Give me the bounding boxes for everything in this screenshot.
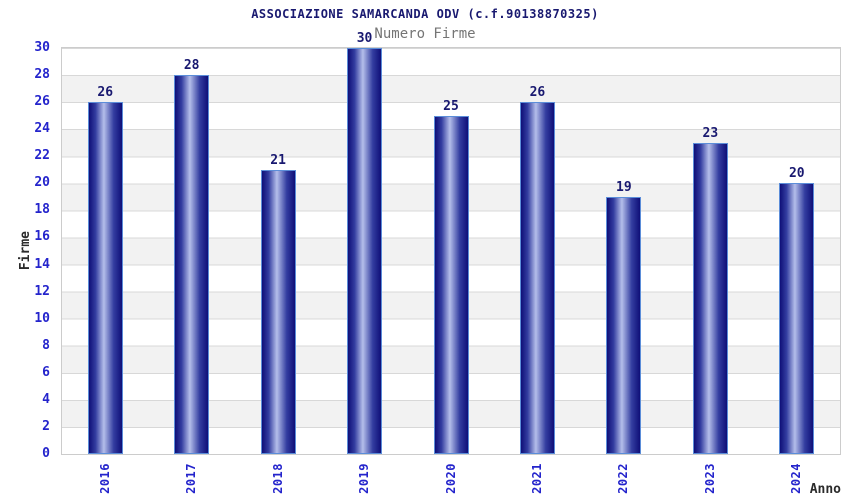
chart-subtitle: Numero Firme [374, 26, 476, 42]
x-tick-label: 2021 [529, 463, 544, 494]
bar-2016 [87, 102, 123, 454]
plot-area: 26 28 21 30 25 26 19 23 20 [61, 32, 841, 455]
bar-2018 [260, 169, 296, 454]
bar-value-label: 30 [356, 31, 373, 46]
bar-value-label: 19 [616, 179, 632, 195]
y-tick-label: 26 [34, 94, 50, 110]
x-axis-tick-labels: 2016 2017 2018 2019 2020 2021 2022 2023 2024 [62, 462, 840, 500]
x-tick-label: 2020 [443, 463, 458, 494]
y-tick-label: 6 [42, 364, 50, 380]
bar-2017 [174, 75, 210, 454]
bar-value-label: 26 [529, 85, 546, 101]
bar-2024 [779, 183, 815, 454]
y-tick-label: 30 [34, 40, 50, 55]
y-tick-label: 24 [34, 121, 50, 137]
bar-value-label: 21 [270, 152, 286, 168]
bar-value-label: 28 [183, 58, 200, 74]
bar-value-label: 26 [97, 85, 114, 101]
x-tick-label: 2016 [97, 463, 112, 494]
chart-title: ASSOCIAZIONE SAMARCANDA ODV (c.f.9013887… [251, 7, 599, 21]
y-tick-label: 2 [42, 418, 50, 434]
y-tick-label: 8 [42, 337, 50, 353]
x-tick-label: 2017 [184, 463, 199, 494]
y-tick-label: 14 [34, 256, 50, 272]
y-tick-label: 22 [34, 148, 50, 164]
bar-2021 [519, 102, 555, 454]
x-tick-label: 2024 [789, 463, 804, 494]
x-tick-label: 2023 [702, 463, 717, 494]
bar-2022 [606, 196, 642, 454]
bar-value-label: 20 [788, 166, 805, 182]
y-tick-label: 10 [34, 310, 50, 326]
x-tick-label: 2022 [616, 463, 631, 494]
bar-value-label: 23 [702, 125, 719, 141]
y-tick-label: 0 [42, 446, 50, 461]
y-tick-label: 20 [34, 175, 50, 191]
y-tick-label: 12 [34, 283, 50, 299]
bar-value-label: 25 [443, 98, 459, 114]
x-axis-title: Anno [809, 482, 841, 497]
bar-2023 [692, 142, 728, 454]
y-tick-label: 18 [34, 202, 50, 218]
bar-2019 [347, 48, 383, 454]
y-tick-label: 28 [34, 67, 50, 83]
x-tick-label: 2018 [270, 463, 285, 494]
y-tick-label: 4 [42, 391, 50, 407]
y-axis-tick-labels: 0 2 4 6 8 10 12 14 16 18 20 22 24 26 28 30 [0, 40, 50, 461]
y-tick-label: 16 [34, 229, 50, 245]
x-tick-label: 2019 [357, 463, 372, 494]
bar-2020 [433, 115, 469, 454]
